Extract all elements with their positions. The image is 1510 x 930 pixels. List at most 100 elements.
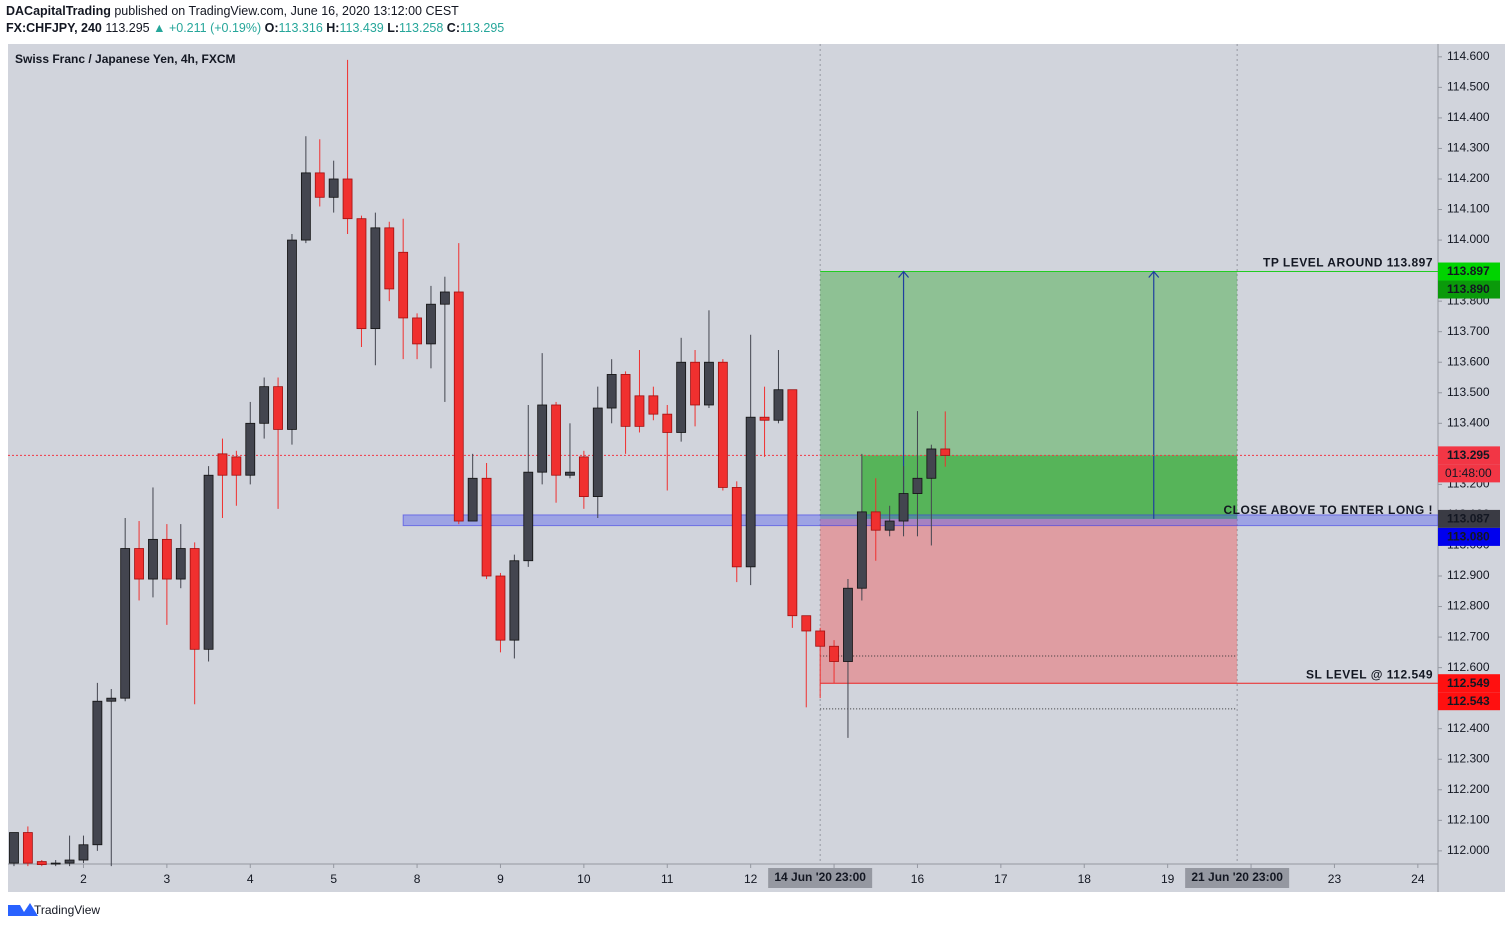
candle-body	[870, 511, 881, 531]
logo	[8, 903, 38, 916]
price-label-bg	[1438, 692, 1500, 711]
candle-body	[912, 477, 923, 494]
x-tick-label: 9	[497, 872, 504, 886]
candle-body	[815, 630, 826, 647]
candle-body	[898, 493, 909, 522]
candle-body	[439, 291, 450, 305]
candle-body	[467, 477, 478, 522]
y-tick-label: 114.000	[1447, 232, 1490, 246]
symbol: FX:CHFJPY, 240	[6, 21, 102, 35]
candle-body	[64, 859, 75, 864]
candle-body	[22, 832, 33, 864]
y-tick-label: 112.200	[1447, 782, 1490, 796]
candle-body	[175, 548, 186, 580]
y-tick-label: 112.700	[1447, 629, 1490, 643]
price-label-bg	[1438, 280, 1500, 299]
countdown: 01:48:00	[1445, 466, 1492, 480]
ohlc-label: O:	[265, 21, 279, 35]
y-tick-label: 114.500	[1447, 80, 1490, 94]
y-tick-label: 113.700	[1447, 324, 1490, 338]
candle-body	[78, 844, 89, 861]
candle-body	[843, 587, 853, 662]
candle-body	[926, 448, 937, 479]
x-tick-label: 3	[164, 872, 171, 886]
candle-body	[120, 548, 131, 699]
candle-body	[412, 317, 422, 345]
y-tick-label: 114.400	[1447, 110, 1490, 124]
x-tick-label: 17	[994, 872, 1008, 886]
y-tick-label: 113.600	[1447, 354, 1490, 368]
filled-zone	[861, 455, 1238, 519]
marker-label: 21 Jun '20 23:00	[1191, 870, 1283, 884]
x-tick-label: 24	[1411, 872, 1425, 886]
y-tick-label: 112.400	[1447, 721, 1490, 735]
candle-body	[273, 386, 283, 430]
marker-label-bg	[1185, 868, 1290, 888]
candle-body	[161, 538, 172, 580]
candle-body	[370, 227, 381, 330]
price-label: 113.080	[1447, 530, 1490, 544]
marker-label: 14 Jun '20 23:00	[774, 870, 866, 884]
last-price: 113.295	[105, 21, 149, 35]
y-tick-label: 112.000	[1447, 843, 1490, 857]
candle-body	[787, 389, 798, 617]
arrow	[1148, 270, 1160, 519]
publisher: DACapitalTrading	[6, 4, 111, 18]
annotation: CLOSE ABOVE TO ENTER LONG !	[1223, 503, 1433, 517]
y-tick-label: 114.100	[1447, 202, 1490, 216]
candle-body	[356, 218, 367, 330]
x-tick-label: 11	[661, 872, 674, 886]
candle-body	[259, 386, 270, 424]
candle-body	[606, 374, 617, 409]
y-tick-label: 113.400	[1447, 415, 1490, 429]
candle-body	[203, 474, 214, 650]
x-tick-label: 19	[1161, 872, 1175, 886]
price-label: 113.897	[1447, 264, 1490, 278]
x-tick-label: 10	[577, 872, 591, 886]
candle-body	[662, 413, 673, 433]
price-label-bg	[1438, 509, 1500, 528]
stop-zone	[820, 518, 1238, 684]
price-label: 113.295	[1447, 448, 1490, 462]
x-tick-label: 2	[80, 872, 87, 886]
countdown-bg	[1438, 464, 1500, 483]
candle-body	[384, 227, 395, 290]
ohlc-label: H:	[326, 21, 339, 35]
marker-label-bg	[768, 868, 873, 888]
candle-body	[481, 477, 492, 577]
candle-body	[717, 361, 728, 488]
x-tick-label: 5	[330, 872, 337, 886]
ohlc-label: C:	[447, 21, 460, 35]
candle-body	[50, 862, 61, 865]
candle-body	[578, 456, 589, 498]
chart-title: Swiss Franc / Japanese Yen, 4h, FXCM	[15, 52, 236, 66]
header-line-1: DACapitalTrading published on TradingVie…	[6, 4, 459, 18]
candle-body	[342, 178, 353, 220]
published: published on TradingView.com, June 16, 2…	[114, 4, 459, 18]
candle-body	[92, 700, 103, 846]
candle-body	[565, 471, 575, 476]
candle-body	[940, 448, 951, 456]
candle-body	[829, 645, 839, 662]
candle-body	[509, 560, 520, 641]
candle-body	[690, 361, 700, 406]
x-tick-label: 23	[1328, 872, 1342, 886]
candle-body	[634, 395, 645, 427]
x-tick-label: 4	[247, 872, 254, 886]
candle-body	[620, 374, 631, 427]
candle-body	[245, 422, 256, 476]
candle-body	[592, 407, 603, 498]
y-tick-label: 112.300	[1447, 751, 1490, 765]
candle-body	[745, 416, 756, 568]
candle-body	[801, 615, 812, 632]
candle-body	[36, 861, 47, 866]
footer-brand: TradingView	[34, 903, 100, 917]
header-line-2: FX:CHFJPY, 240 113.295 ▲ +0.211 (+0.19%)…	[6, 21, 504, 35]
candle-body	[300, 172, 311, 241]
x-tick-label: 18	[1078, 872, 1092, 886]
candle-body	[759, 416, 770, 421]
x-tick-label: 8	[414, 872, 421, 886]
y-tick-label: 114.200	[1447, 171, 1490, 185]
candle-body	[551, 404, 561, 476]
